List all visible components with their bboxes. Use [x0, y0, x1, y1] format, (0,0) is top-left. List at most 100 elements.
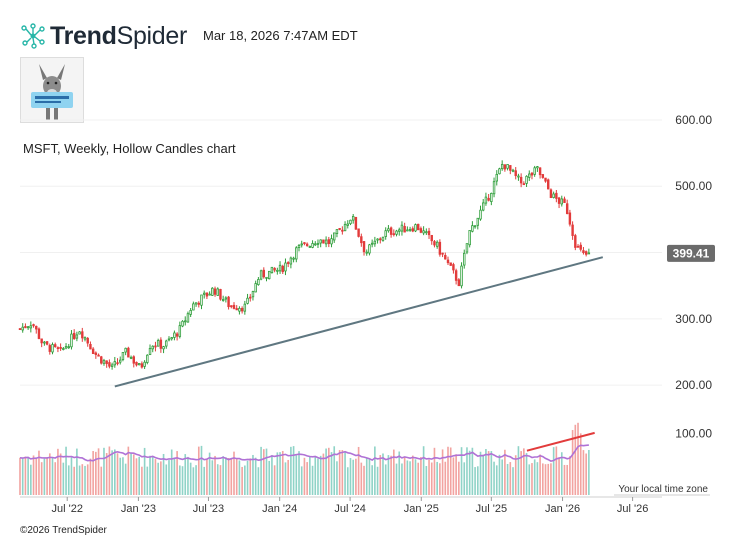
candle-body: [565, 203, 569, 215]
candle-body: [83, 337, 87, 340]
candle-body: [197, 302, 200, 305]
volume-bar: [493, 461, 495, 495]
volume-bar: [487, 451, 490, 495]
candle-body: [140, 363, 144, 368]
candle-body: [398, 229, 401, 232]
brand-header: TrendSpider: [20, 20, 187, 52]
candle-body: [557, 197, 561, 204]
volume-bar: [338, 450, 341, 495]
volume-bar: [235, 458, 238, 495]
candle-body: [514, 170, 517, 177]
chart-title: MSFT, Weekly, Hollow Candles chart: [23, 141, 236, 156]
candle-body: [186, 313, 190, 323]
volume-bar: [51, 457, 54, 495]
candle-body: [178, 325, 182, 337]
candle-body: [509, 165, 512, 171]
candle-body: [506, 164, 509, 169]
candle-body: [465, 243, 469, 253]
volume-bar: [62, 462, 65, 495]
candle-body: [503, 164, 507, 170]
volume-bar: [273, 465, 276, 495]
candle-body: [175, 333, 179, 337]
x-tick-label: Jan '23: [121, 503, 156, 515]
volume-bar: [127, 446, 130, 495]
volume-bar: [170, 449, 173, 495]
candle-body: [243, 303, 247, 312]
candle-body: [259, 270, 263, 280]
candle-body: [59, 347, 62, 349]
candle-body: [482, 202, 485, 211]
x-tick-label: Jul '24: [334, 503, 365, 515]
volume-bar: [111, 450, 113, 495]
volume-bar: [195, 465, 197, 495]
candle-body: [132, 356, 135, 364]
volume-bar: [298, 451, 300, 495]
candle-body: [457, 279, 461, 287]
candle-body: [538, 167, 542, 176]
candle-body: [395, 230, 398, 235]
candle-body: [213, 288, 217, 295]
volume-bar: [157, 462, 159, 495]
candle-body: [148, 348, 152, 356]
volume-bar: [265, 448, 268, 495]
volume-bar: [122, 457, 124, 495]
trendspider-logo-icon: [21, 23, 45, 49]
volume-bar: [552, 447, 555, 495]
candle-body: [91, 348, 95, 355]
volume-bar: [387, 455, 390, 495]
x-tick-label: Jul '25: [476, 503, 507, 515]
candle-body: [441, 252, 444, 255]
volume-bar: [165, 464, 168, 495]
volume-bar: [439, 463, 441, 495]
volume-bar: [116, 453, 119, 495]
candle-body: [154, 345, 157, 348]
volume-bar: [566, 464, 569, 495]
volume-bar: [184, 454, 187, 495]
candle-body: [525, 175, 528, 184]
candle-body: [211, 287, 214, 296]
candle-body: [181, 320, 184, 327]
candle-body: [221, 299, 225, 301]
volume-bar: [401, 463, 403, 495]
candle-body: [354, 216, 358, 230]
volume-bar: [244, 465, 246, 495]
candle-body: [446, 259, 450, 264]
volume-bar: [514, 455, 517, 495]
candle-body: [533, 167, 536, 175]
candle-body: [555, 192, 558, 199]
last-price-label: 399.41: [673, 246, 710, 260]
y-tick-label: 300.00: [675, 312, 712, 326]
volume-bar: [371, 465, 373, 495]
candle-body: [308, 245, 312, 248]
volume-bar: [154, 459, 157, 495]
volume-bar: [466, 447, 468, 495]
volume-bar: [349, 458, 352, 495]
candle-body: [173, 332, 176, 338]
candle-body: [582, 250, 585, 254]
candle-body: [327, 239, 331, 245]
candle-body: [530, 172, 534, 176]
candle-body: [246, 297, 249, 304]
candle-body: [159, 339, 163, 349]
candle-body: [528, 173, 531, 178]
volume-bar: [233, 451, 235, 495]
candle-body: [370, 242, 374, 245]
volume-bar: [360, 462, 363, 495]
candle-body: [438, 241, 442, 255]
volume-bar: [379, 455, 382, 495]
volume-bar: [474, 467, 476, 495]
volume-bar: [333, 446, 336, 495]
candle-body: [584, 251, 588, 255]
candle-body: [341, 229, 344, 232]
volume-bar: [65, 446, 67, 495]
candle-body: [105, 360, 108, 365]
candle-body: [351, 215, 355, 221]
volume-bar: [290, 446, 292, 495]
candle-body: [416, 223, 420, 231]
volume-bar: [149, 455, 151, 495]
candle-body: [295, 247, 298, 260]
volume-bar: [219, 465, 222, 495]
candle-body: [544, 177, 547, 182]
candle-body: [26, 326, 30, 329]
